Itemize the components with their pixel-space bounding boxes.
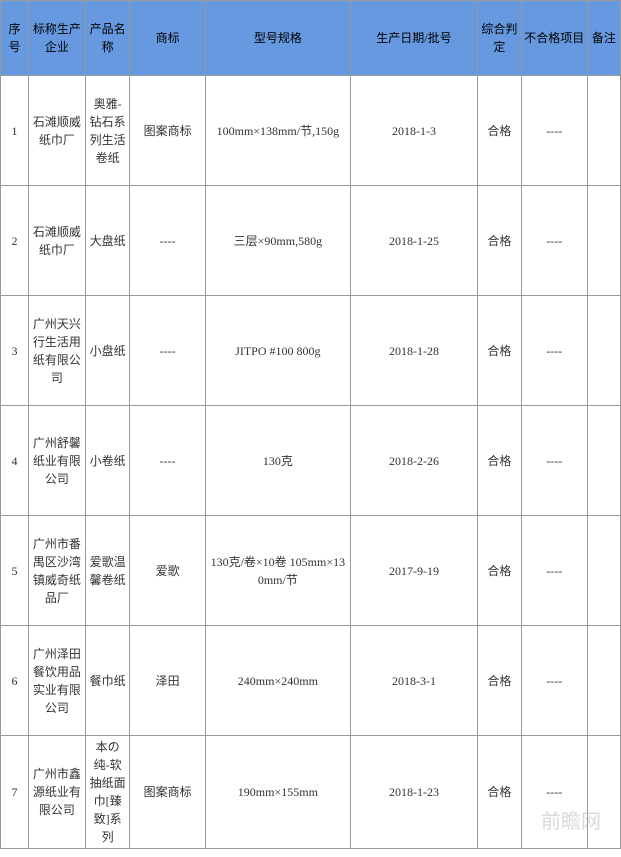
cell-seq: 6 (1, 626, 29, 736)
cell-trademark: 泽田 (130, 626, 206, 736)
table-header-row: 序号 标称生产企业 产品名称 商标 型号规格 生产日期/批号 综合判定 不合格项… (1, 1, 621, 76)
cell-fail: ---- (521, 296, 587, 406)
cell-spec: 130克 (205, 406, 350, 516)
cell-product: 餐巾纸 (85, 626, 130, 736)
col-header-remark: 备注 (587, 1, 620, 76)
table-row: 3 广州天兴行生活用纸有限公司 小盘纸 ---- JITPO #100 800g… (1, 296, 621, 406)
cell-spec: 130克/卷×10卷 105mm×130mm/节 (205, 516, 350, 626)
cell-remark (587, 186, 620, 296)
cell-fail: ---- (521, 76, 587, 186)
cell-result: 合格 (478, 76, 521, 186)
cell-date: 2018-1-23 (350, 736, 477, 849)
cell-company: 广州舒馨纸业有限公司 (28, 406, 85, 516)
table-row: 1 石滩顺威纸巾厂 奥雅-钻石系列生活卷纸 图案商标 100mm×138mm/节… (1, 76, 621, 186)
cell-product: 大盘纸 (85, 186, 130, 296)
cell-fail: ---- (521, 626, 587, 736)
cell-trademark: 爱歌 (130, 516, 206, 626)
table-row: 5 广州市番禺区沙湾镇威奇纸品厂 爱歌温馨卷纸 爱歌 130克/卷×10卷 10… (1, 516, 621, 626)
cell-date: 2018-3-1 (350, 626, 477, 736)
cell-fail: ---- (521, 186, 587, 296)
cell-result: 合格 (478, 296, 521, 406)
col-header-trademark: 商标 (130, 1, 206, 76)
cell-fail: ---- (521, 736, 587, 849)
col-header-date: 生产日期/批号 (350, 1, 477, 76)
cell-date: 2018-1-3 (350, 76, 477, 186)
cell-trademark: ---- (130, 406, 206, 516)
cell-date: 2018-1-25 (350, 186, 477, 296)
cell-remark (587, 296, 620, 406)
cell-seq: 1 (1, 76, 29, 186)
cell-product: 爱歌温馨卷纸 (85, 516, 130, 626)
col-header-company: 标称生产企业 (28, 1, 85, 76)
col-header-product: 产品名称 (85, 1, 130, 76)
cell-product: 小卷纸 (85, 406, 130, 516)
cell-result: 合格 (478, 626, 521, 736)
cell-result: 合格 (478, 516, 521, 626)
cell-company: 广州市鑫源纸业有限公司 (28, 736, 85, 849)
cell-seq: 7 (1, 736, 29, 849)
cell-spec: 190mm×155mm (205, 736, 350, 849)
cell-date: 2018-1-28 (350, 296, 477, 406)
cell-fail: ---- (521, 516, 587, 626)
cell-remark (587, 516, 620, 626)
cell-remark (587, 76, 620, 186)
cell-trademark: ---- (130, 186, 206, 296)
cell-spec: 240mm×240mm (205, 626, 350, 736)
cell-seq: 4 (1, 406, 29, 516)
cell-trademark: 图案商标 (130, 76, 206, 186)
col-header-fail: 不合格项目 (521, 1, 587, 76)
cell-result: 合格 (478, 736, 521, 849)
cell-remark (587, 406, 620, 516)
cell-product: 小盘纸 (85, 296, 130, 406)
cell-trademark: 图案商标 (130, 736, 206, 849)
table-row: 2 石滩顺威纸巾厂 大盘纸 ---- 三层×90mm,580g 2018-1-2… (1, 186, 621, 296)
cell-company: 石滩顺威纸巾厂 (28, 186, 85, 296)
cell-result: 合格 (478, 406, 521, 516)
col-header-result: 综合判定 (478, 1, 521, 76)
cell-date: 2017-9-19 (350, 516, 477, 626)
cell-spec: 三层×90mm,580g (205, 186, 350, 296)
cell-company: 石滩顺威纸巾厂 (28, 76, 85, 186)
table-row: 7 广州市鑫源纸业有限公司 本の纯-软抽纸面巾[臻致]系列 图案商标 190mm… (1, 736, 621, 849)
cell-seq: 3 (1, 296, 29, 406)
cell-fail: ---- (521, 406, 587, 516)
cell-company: 广州泽田餐饮用品实业有限公司 (28, 626, 85, 736)
cell-result: 合格 (478, 186, 521, 296)
cell-seq: 2 (1, 186, 29, 296)
cell-trademark: ---- (130, 296, 206, 406)
col-header-seq: 序号 (1, 1, 29, 76)
table-row: 4 广州舒馨纸业有限公司 小卷纸 ---- 130克 2018-2-26 合格 … (1, 406, 621, 516)
table-row: 6 广州泽田餐饮用品实业有限公司 餐巾纸 泽田 240mm×240mm 2018… (1, 626, 621, 736)
col-header-spec: 型号规格 (205, 1, 350, 76)
cell-date: 2018-2-26 (350, 406, 477, 516)
table-body: 1 石滩顺威纸巾厂 奥雅-钻石系列生活卷纸 图案商标 100mm×138mm/节… (1, 76, 621, 849)
cell-company: 广州天兴行生活用纸有限公司 (28, 296, 85, 406)
cell-seq: 5 (1, 516, 29, 626)
cell-company: 广州市番禺区沙湾镇威奇纸品厂 (28, 516, 85, 626)
cell-spec: 100mm×138mm/节,150g (205, 76, 350, 186)
cell-spec: JITPO #100 800g (205, 296, 350, 406)
cell-product: 本の纯-软抽纸面巾[臻致]系列 (85, 736, 130, 849)
cell-remark (587, 736, 620, 849)
cell-remark (587, 626, 620, 736)
inspection-table: 序号 标称生产企业 产品名称 商标 型号规格 生产日期/批号 综合判定 不合格项… (0, 0, 621, 849)
cell-product: 奥雅-钻石系列生活卷纸 (85, 76, 130, 186)
